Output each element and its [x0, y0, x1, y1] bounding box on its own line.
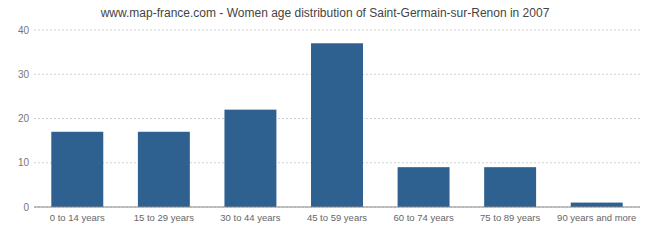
bar — [484, 167, 536, 207]
grid — [34, 30, 640, 207]
chart: www.map-france.com - Women age distribut… — [0, 0, 650, 229]
bar — [398, 167, 450, 207]
bar — [51, 132, 103, 207]
grid-line — [34, 207, 640, 208]
bar — [224, 110, 276, 207]
y-tick-label: 10 — [18, 157, 30, 168]
y-tick-label: 40 — [18, 25, 30, 36]
y-tick-label: 30 — [18, 69, 30, 80]
x-tick-label: 15 to 29 years — [134, 212, 194, 223]
title: www.map-france.com - Women age distribut… — [100, 6, 550, 20]
grid-line — [34, 30, 640, 31]
x-tick-label: 30 to 44 years — [220, 212, 280, 223]
bar — [138, 132, 190, 207]
y-tick-label: 20 — [18, 113, 30, 124]
bar — [311, 43, 363, 207]
bars — [51, 43, 622, 207]
x-tick-label: 45 to 59 years — [307, 212, 367, 223]
bar — [571, 203, 623, 207]
x-tick-label: 60 to 74 years — [393, 212, 453, 223]
x-tick-label: 75 to 89 years — [480, 212, 540, 223]
x-tick-label: 0 to 14 years — [50, 212, 105, 223]
chart-container: www.map-france.com - Women age distribut… — [0, 0, 650, 229]
x-tick-label: 90 years and more — [557, 212, 636, 223]
x-axis-line — [34, 207, 640, 208]
y-tick-label: 0 — [23, 202, 29, 213]
